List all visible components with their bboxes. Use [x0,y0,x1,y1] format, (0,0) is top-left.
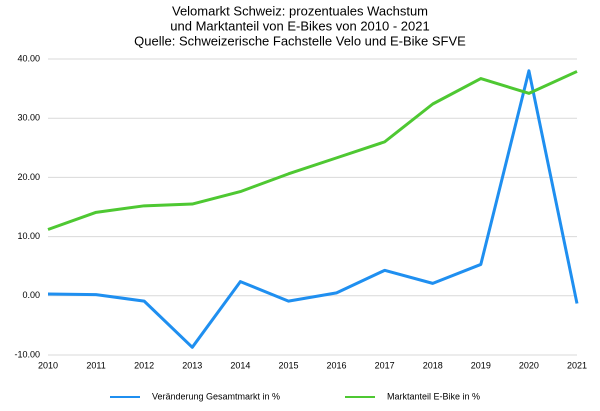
data-line [47,69,579,349]
y-tick-label: -10.00 [14,349,40,359]
x-tick-label: 2012 [134,360,154,370]
x-tick-label: 2015 [278,360,298,370]
x-tick-label: 2014 [230,360,250,370]
legend-label: Marktanteil E-Bike in % [387,391,480,401]
y-tick-label: 0.00 [22,290,40,300]
x-tick-label: 2021 [567,360,587,370]
y-tick-label: 20.00 [17,172,40,182]
x-tick-label: 2017 [375,360,395,370]
legend-label: Veränderung Gesamtmarkt in % [152,391,280,401]
x-tick-label: 2018 [423,360,443,370]
chart-title: und Marktanteil von E-Bikes von 2010 - 2… [170,18,429,33]
x-tick-label: 2016 [327,360,347,370]
x-tick-label: 2010 [38,360,58,370]
y-tick-label: 40.00 [17,53,40,63]
x-tick-label: 2013 [182,360,202,370]
chart-title: Quelle: Schweizerische Fachstelle Velo u… [134,33,466,48]
y-tick-label: 30.00 [17,113,40,123]
x-tick-label: 2019 [471,360,491,370]
chart-title: Velomarkt Schweiz: prozentuales Wachstum [172,3,428,18]
x-tick-label: 2011 [86,360,105,370]
data-line [47,70,578,231]
y-tick-label: 10.00 [17,231,40,241]
x-tick-label: 2020 [519,360,539,370]
